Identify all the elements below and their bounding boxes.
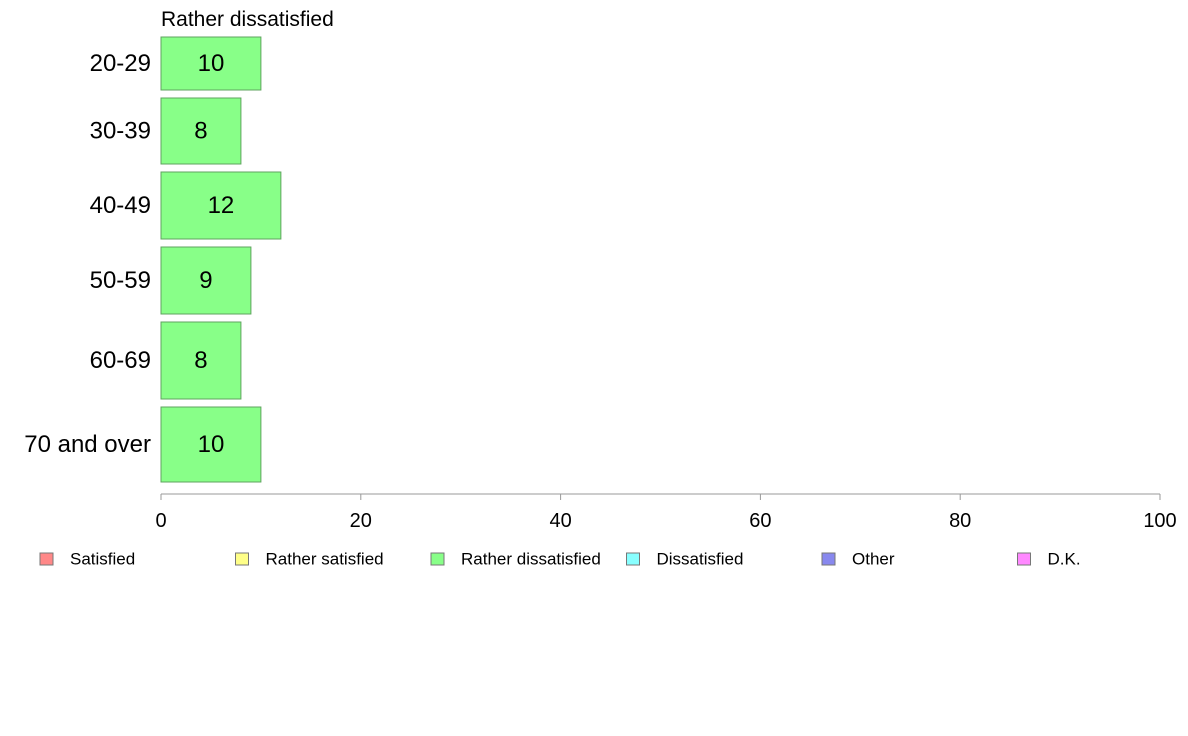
legend-label-satisfied: Satisfied xyxy=(70,550,135,569)
x-tick-label: 40 xyxy=(549,510,571,532)
bar-value-label-60-69: 8 xyxy=(194,347,207,374)
x-tick-label: 60 xyxy=(749,510,771,532)
legend: Satisfied Rather satisfied Rather dissatis… xyxy=(39,550,1081,569)
x-tick-label: 100 xyxy=(1143,510,1176,532)
category-label-50-59: 50-59 xyxy=(90,267,151,294)
legend-swatch-other xyxy=(821,552,836,566)
x-tick-label: 20 xyxy=(350,510,372,532)
legend-swatch-rather-satisfied xyxy=(235,552,249,566)
bar-value-label-40-49: 12 xyxy=(208,192,235,219)
bar-60-69 xyxy=(160,321,242,400)
bar-50-59 xyxy=(160,246,252,315)
legend-label-rather-satisfied: Rather satisfied xyxy=(266,550,384,569)
bars-group: 20-29 10 30-39 8 40-49 12 50-59 9 60-69 8 70 and o… xyxy=(24,36,282,483)
bar-value-label-70-and-over: 10 xyxy=(198,431,225,458)
x-tick-label: 80 xyxy=(949,510,971,532)
bar-20-29 xyxy=(160,36,262,91)
legend-label-d-k-: D.K. xyxy=(1048,550,1081,569)
bar-value-label-50-59: 9 xyxy=(199,267,212,294)
x-tick-label: 0 xyxy=(155,510,166,532)
bar-30-39 xyxy=(160,97,242,165)
legend-swatch-satisfied xyxy=(39,552,54,566)
legend-label-other: Other xyxy=(852,550,895,569)
legend-swatch-rather-dissatisfied xyxy=(430,552,445,566)
bar-40-49 xyxy=(160,171,282,240)
legend-swatch-dissatisfied xyxy=(626,552,640,566)
category-label-60-69: 60-69 xyxy=(90,347,151,374)
category-label-70-and-over: 70 and over xyxy=(24,431,151,458)
chart-title: Rather dissatisfied xyxy=(161,8,334,31)
legend-label-dissatisfied: Dissatisfied xyxy=(657,550,744,569)
category-label-30-39: 30-39 xyxy=(90,118,151,145)
bar-value-label-30-39: 8 xyxy=(194,118,207,145)
x-axis: 0 20 40 60 80 100 xyxy=(155,493,1177,532)
legend-label-rather-dissatisfied: Rather dissatisfied xyxy=(461,550,601,569)
legend-swatch-d-k- xyxy=(1017,552,1031,566)
category-label-20-29: 20-29 xyxy=(90,50,151,77)
bar-70-and-over xyxy=(160,406,262,483)
bar-value-label-20-29: 10 xyxy=(198,50,225,77)
category-label-40-49: 40-49 xyxy=(90,192,151,219)
